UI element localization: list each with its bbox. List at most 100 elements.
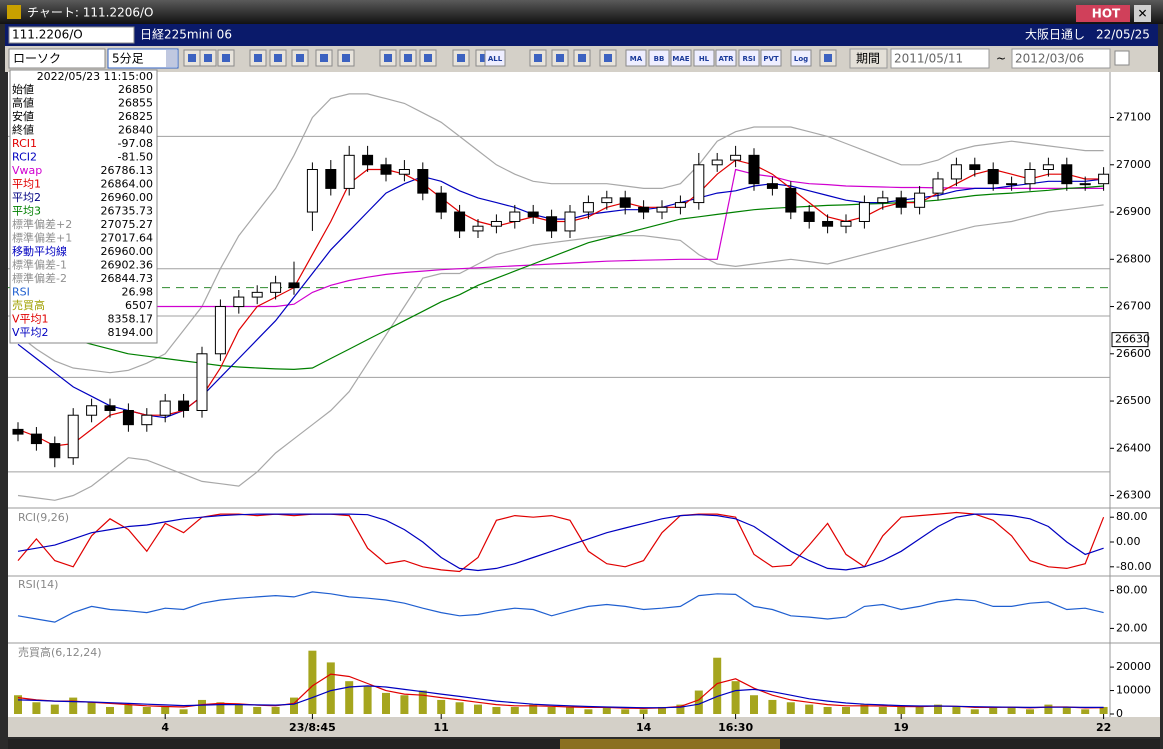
y-tick-label: 26400 [1116, 441, 1151, 454]
apply-check[interactable] [1114, 50, 1130, 66]
toolbar-icon-glyph[interactable] [457, 54, 465, 62]
period-label[interactable]: 期間 [856, 52, 880, 66]
toolbar-icon[interactable] [715, 49, 737, 67]
toolbar-icon-glyph[interactable] [424, 54, 432, 62]
period-to-input[interactable] [1011, 48, 1111, 69]
info-label: 標準偏差-1 [12, 258, 67, 272]
info-label: V平均2 [12, 326, 49, 339]
period-from[interactable]: 2011/05/11 [894, 52, 963, 66]
volume-bar [1026, 709, 1034, 714]
info-value: 26.98 [122, 286, 154, 299]
toolbar-icon-glyph[interactable] [578, 54, 586, 62]
toolbar-icon-label[interactable]: ALL [488, 55, 503, 63]
toolbar-icon-glyph[interactable] [480, 54, 488, 62]
volume-bar [50, 704, 59, 714]
info-label: 移動平均線 [12, 244, 67, 258]
toolbar-icon[interactable] [790, 49, 812, 67]
toolbar-icon-glyph[interactable] [534, 54, 542, 62]
period-to[interactable]: 2012/03/06 [1015, 52, 1084, 66]
interval[interactable]: 5分足 [112, 52, 144, 66]
close-icon[interactable]: ✕ [1137, 7, 1147, 21]
volume-bar [32, 702, 41, 714]
dropdown-button[interactable] [166, 50, 177, 67]
info-panel-box [9, 69, 158, 344]
kind-select[interactable] [8, 48, 106, 69]
hot-button[interactable] [1076, 5, 1130, 22]
info-label: 標準偏差+1 [12, 231, 72, 245]
candle-body [803, 211, 815, 222]
volume-bar [1099, 706, 1108, 714]
volume-bar [1044, 704, 1053, 714]
toolbar-icon-label[interactable]: Log [794, 55, 808, 63]
app-icon [7, 5, 21, 19]
candle-body [30, 433, 42, 445]
toolbar-icon[interactable] [760, 49, 782, 67]
toolbar-icon-glyph[interactable] [320, 54, 328, 62]
period-separator: ~ [996, 52, 1006, 66]
volume-bar [492, 706, 501, 714]
candle-body [141, 414, 153, 426]
info-label: 始値 [12, 82, 34, 96]
toolbar-icon[interactable] [648, 49, 670, 67]
candle-body [343, 154, 355, 189]
volume-bar [14, 695, 22, 714]
toolbar-icon[interactable] [693, 49, 715, 67]
candle-body [822, 220, 834, 227]
candle-body [564, 211, 576, 232]
toolbar-icon-glyph[interactable] [222, 54, 230, 62]
toolbar-icon-glyph[interactable] [824, 54, 832, 62]
symbol-input[interactable] [8, 26, 135, 44]
toolbar-icon[interactable] [738, 49, 760, 67]
toolbar-icon-label[interactable]: MAE [672, 55, 689, 63]
toolbar-icon-glyph[interactable] [204, 54, 212, 62]
interval-select[interactable] [107, 48, 179, 69]
candle-body [1061, 164, 1073, 185]
toolbar-icon[interactable] [625, 49, 647, 67]
x-tick-label: 14 [636, 721, 652, 734]
candle-body [987, 169, 999, 185]
volume-bar [529, 704, 538, 714]
x-tick-label: 11 [434, 721, 449, 734]
toolbar-icon[interactable] [484, 49, 506, 67]
y-tick-label: 80.00 [1116, 584, 1148, 597]
symbol[interactable]: 111.2206/O [12, 28, 83, 42]
volume-bar [731, 681, 740, 714]
toolbar-icon[interactable] [670, 49, 692, 67]
volume-bar [547, 706, 556, 714]
info-value: -81.50 [118, 151, 153, 164]
toolbar-icon-glyph[interactable] [404, 54, 412, 62]
candle-body [546, 216, 558, 232]
panel-title: RCI(9,26) [18, 511, 69, 524]
period-button[interactable] [849, 48, 888, 69]
toolbar-icon-label[interactable]: PVT [763, 55, 779, 63]
info-value: 26844.73 [101, 272, 154, 285]
info-value: 26855 [118, 97, 153, 110]
toolbar-icon-label[interactable]: MA [630, 55, 643, 63]
scroll-thumb[interactable] [560, 739, 780, 749]
toolbar-icon-glyph[interactable] [342, 54, 350, 62]
toolbar-icon-label[interactable]: HL [699, 55, 710, 63]
volume-bar [1081, 709, 1090, 714]
period-from-input[interactable] [890, 48, 990, 69]
toolbar-icon-glyph[interactable] [254, 54, 262, 62]
candle-body [932, 178, 944, 194]
close-button[interactable] [1134, 5, 1151, 22]
toolbar-icon-glyph[interactable] [274, 54, 282, 62]
volume-bar [455, 702, 464, 714]
volume-bar [69, 697, 78, 714]
toolbar-icon-glyph[interactable] [296, 54, 304, 62]
candle-body [601, 197, 613, 204]
toolbar-icon-glyph[interactable] [556, 54, 564, 62]
toolbar-icon-glyph[interactable] [604, 54, 612, 62]
toolbar-icon-glyph[interactable] [384, 54, 392, 62]
candle-body [435, 192, 447, 213]
hot-label[interactable]: HOT [1092, 7, 1121, 21]
toolbar-icon-label[interactable]: BB [654, 55, 665, 63]
volume-bar [510, 706, 519, 714]
toolbar-icon-glyph[interactable] [188, 54, 196, 62]
toolbar-icon-label[interactable]: RSI [742, 55, 755, 63]
volume-bar [897, 706, 906, 714]
chart-kind[interactable]: ローソク [13, 52, 61, 66]
toolbar-icon-label[interactable]: ATR [718, 55, 734, 63]
